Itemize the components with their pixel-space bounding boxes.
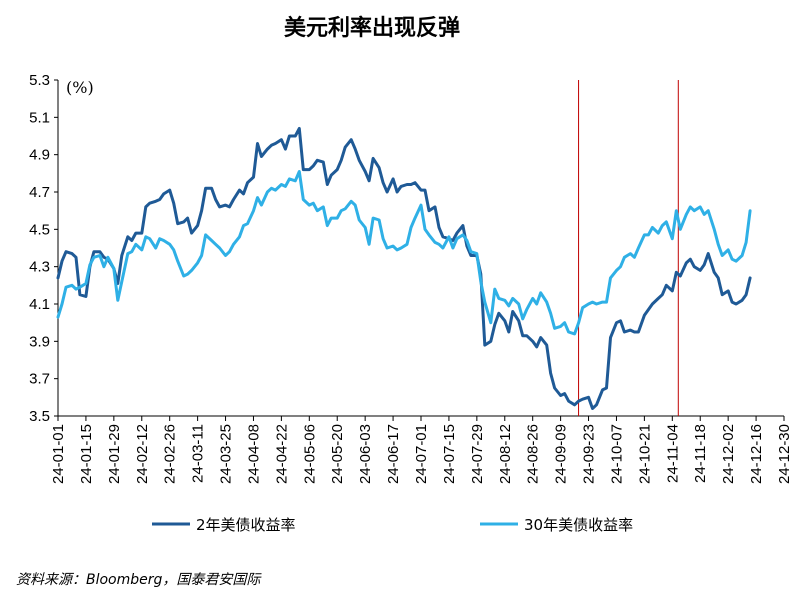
- x-tick-label: 24-09-23: [581, 424, 598, 484]
- series-line-30y: [56, 170, 752, 336]
- y-tick-label: 4.9: [29, 147, 50, 164]
- legend: 2年美债收益率 30年美债收益率: [152, 516, 633, 534]
- x-tick-label: 24-10-21: [636, 424, 653, 484]
- x-tick-label: 24-03-11: [190, 424, 207, 483]
- x-tick-label: 24-03-25: [218, 424, 235, 484]
- x-tick-label: 24-01-29: [106, 424, 123, 484]
- x-tick-label: 24-04-22: [273, 424, 290, 484]
- y-unit-label: (%): [66, 78, 94, 97]
- x-tick-label: 24-06-17: [385, 424, 402, 484]
- x-tick-label: 24-07-01: [413, 424, 430, 484]
- y-tick-label: 5.3: [29, 72, 50, 89]
- y-tick-label: 4.3: [29, 259, 50, 276]
- legend-label-30y: 30年美债收益率: [524, 516, 633, 534]
- x-tick-label: 24-06-03: [357, 424, 374, 484]
- x-tick-label: 24-02-26: [162, 424, 179, 484]
- plot-area: 3.5 3.7 3.9 4.1 4.3 4.5 4.7 4.9 5.1 5.3 24-01-01 24…: [29, 72, 793, 484]
- y-tick-label: 4.1: [29, 296, 50, 313]
- series-line-2y: [56, 127, 752, 410]
- x-tick-label: 24-12-02: [720, 424, 737, 484]
- x-tick-label: 24-07-15: [441, 424, 458, 484]
- x-tick-label: 24-01-01: [50, 424, 67, 484]
- x-tick-label: 24-11-04: [664, 424, 681, 483]
- x-tick-label: 24-08-12: [497, 424, 514, 484]
- x-tick-label: 24-12-16: [748, 424, 765, 484]
- x-tick-label: 24-04-08: [245, 424, 262, 484]
- y-tick-label: 5.1: [29, 109, 50, 126]
- x-tick-label: 24-05-06: [301, 424, 318, 484]
- chart-title: 美元利率出现反弹: [284, 15, 460, 41]
- y-tick-label: 3.9: [29, 333, 50, 350]
- x-tick-label: 24-01-15: [78, 424, 95, 484]
- x-tick-label: 24-05-20: [329, 424, 346, 484]
- x-tick-label: 24-11-18: [692, 424, 709, 483]
- y-tick-label: 3.7: [29, 371, 50, 388]
- source-note: 资料来源：Bloomberg，国泰君安国际: [16, 572, 262, 588]
- x-tick-label: 24-10-07: [608, 424, 625, 484]
- y-tick-label: 3.5: [29, 408, 50, 425]
- y-tick-label: 4.5: [29, 221, 50, 238]
- legend-label-2y: 2年美债收益率: [196, 516, 296, 534]
- x-tick-label: 24-08-26: [525, 424, 542, 484]
- x-tick-label: 24-12-30: [776, 424, 793, 484]
- x-tick-label: 24-09-09: [553, 424, 570, 484]
- x-tick-label: 24-02-12: [134, 424, 151, 484]
- y-tick-label: 4.7: [29, 184, 50, 201]
- x-tick-label: 24-07-29: [469, 424, 486, 484]
